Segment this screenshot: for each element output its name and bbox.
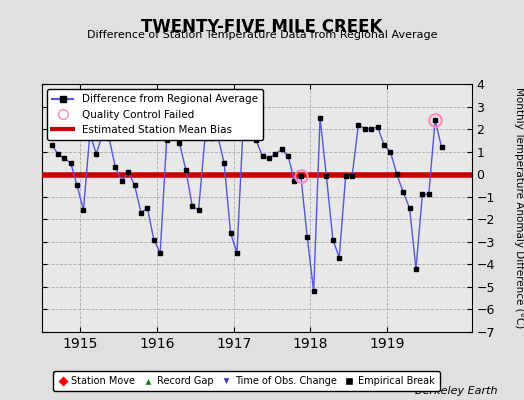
Text: Berkeley Earth: Berkeley Earth xyxy=(416,386,498,396)
Text: Difference of Station Temperature Data from Regional Average: Difference of Station Temperature Data f… xyxy=(87,30,437,40)
Y-axis label: Monthly Temperature Anomaly Difference (°C): Monthly Temperature Anomaly Difference (… xyxy=(515,87,524,329)
Legend: Difference from Regional Average, Quality Control Failed, Estimated Station Mean: Difference from Regional Average, Qualit… xyxy=(47,89,263,140)
Legend: Station Move, Record Gap, Time of Obs. Change, Empirical Break: Station Move, Record Gap, Time of Obs. C… xyxy=(53,372,440,391)
Text: TWENTY-FIVE MILE CREEK: TWENTY-FIVE MILE CREEK xyxy=(141,18,383,36)
